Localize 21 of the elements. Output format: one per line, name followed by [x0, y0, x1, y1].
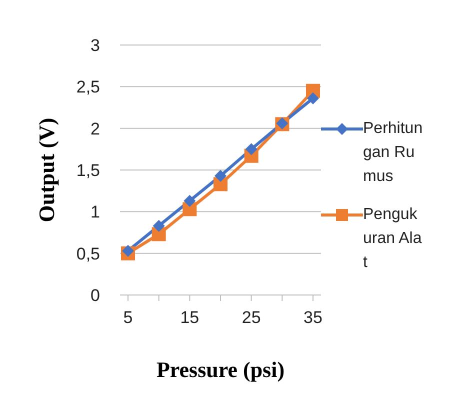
y-tick-label: 0,5 — [76, 244, 100, 264]
y-axis-title: Output (V) — [34, 118, 59, 222]
legend-label: Pengukuran Alat — [363, 205, 423, 273]
point — [152, 220, 165, 232]
x-axis-title: Pressure (psi) — [156, 357, 285, 382]
x-tick-label: 25 — [242, 308, 261, 328]
y-tick-label: 1 — [90, 202, 100, 222]
point — [184, 194, 196, 207]
x-tick-label: 5 — [123, 308, 133, 328]
point — [245, 143, 258, 156]
y-tick-label: 0 — [90, 286, 100, 306]
y-tick-label: 2,5 — [76, 78, 100, 97]
x-tick-label: 15 — [180, 308, 200, 328]
y-tick-label: 2 — [90, 119, 100, 138]
y-tick-label: 3 — [90, 36, 100, 56]
y-tick-label: 1,5 — [76, 161, 100, 180]
point — [214, 170, 226, 182]
point — [307, 92, 319, 104]
legend-label: Perhitungan Rumus — [363, 119, 424, 187]
x-tick-label: 35 — [304, 308, 322, 328]
point — [122, 244, 134, 257]
